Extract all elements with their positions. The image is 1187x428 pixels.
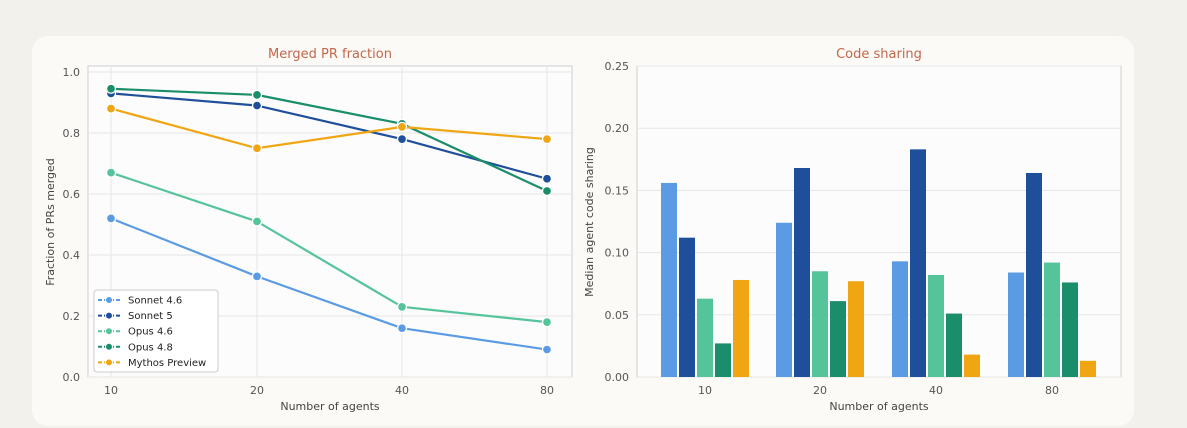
data-point — [541, 173, 553, 184]
data-point — [251, 216, 263, 227]
bar — [679, 237, 695, 377]
series-line — [110, 171, 548, 324]
bar — [715, 343, 731, 377]
line-chart-y-label: Fraction of PRs merged — [44, 158, 57, 286]
line-chart-y-ticks: 0.0 0.2 0.4 0.6 0.8 1.0 — [63, 66, 81, 384]
bar — [1026, 172, 1042, 377]
x-tick-label: 80 — [1045, 384, 1059, 397]
bar — [1044, 262, 1060, 377]
data-point — [251, 143, 263, 154]
line-chart-legend: Sonnet 4.6 Sonnet 5 Opus 4.6 Opus 4.8 Mythos… — [93, 289, 219, 373]
data-point — [541, 316, 553, 328]
bar — [830, 301, 846, 377]
data-point — [251, 100, 263, 111]
bar — [812, 271, 828, 377]
data-point — [105, 167, 117, 178]
legend-swatch-marker — [105, 342, 113, 351]
legend-label: Mythos Preview — [128, 358, 206, 369]
y-tick-label: 0.20 — [605, 122, 630, 135]
data-point — [541, 344, 553, 355]
line-chart: 0.0 0.2 0.4 0.6 0.8 1.0 10 20 40 80 Merged PR fr… — [44, 47, 573, 413]
data-point — [105, 103, 117, 114]
y-tick-label: 0.4 — [63, 249, 81, 262]
line-chart-x-label: Number of agents — [280, 400, 380, 413]
bar — [733, 279, 749, 377]
bar — [964, 354, 980, 377]
x-tick-label: 10 — [104, 384, 118, 397]
data-point — [105, 83, 117, 94]
data-point — [396, 323, 408, 334]
y-tick-label: 0.2 — [63, 310, 81, 323]
bar-chart-y-ticks: 0.00 0.05 0.10 0.15 0.20 0.25 — [605, 60, 630, 384]
bar — [946, 313, 962, 377]
data-point — [251, 271, 263, 282]
y-tick-label: 0.25 — [605, 60, 630, 73]
y-tick-label: 0.6 — [63, 188, 81, 201]
legend-swatch-marker — [105, 327, 113, 336]
bar — [776, 222, 792, 377]
y-tick-label: 0.0 — [63, 371, 81, 384]
legend-box — [93, 289, 219, 373]
y-tick-label: 0.15 — [605, 184, 630, 197]
x-tick-label: 20 — [813, 384, 827, 397]
bar — [697, 298, 713, 377]
data-point — [396, 133, 408, 145]
legend-swatch-marker — [105, 358, 113, 367]
x-tick-label: 10 — [698, 384, 712, 397]
legend-label: Sonnet 5 — [128, 311, 173, 322]
y-tick-label: 0.00 — [605, 371, 630, 384]
bar-chart-bars — [661, 149, 1096, 377]
data-point — [396, 301, 408, 313]
legend-label: Sonnet 4.6 — [128, 296, 182, 307]
data-point — [251, 89, 263, 101]
data-point — [541, 133, 553, 145]
x-tick-label: 20 — [250, 384, 264, 397]
bar-chart-x-ticks: 10 20 40 80 — [698, 384, 1059, 397]
bar-chart-x-label: Number of agents — [829, 400, 929, 413]
bar — [1062, 282, 1078, 377]
series-line — [110, 92, 548, 180]
bar-chart: 0.00 0.05 0.10 0.15 0.20 0.25 10 20 40 80 Code s… — [583, 47, 1122, 413]
data-point — [105, 213, 117, 224]
legend-swatch-marker — [105, 296, 113, 304]
series-line — [110, 87, 548, 192]
bar — [661, 182, 677, 377]
bar — [892, 261, 908, 377]
series-line — [110, 107, 548, 150]
y-tick-label: 0.05 — [605, 309, 630, 322]
bar — [794, 168, 810, 377]
legend-label: Opus 4.6 — [128, 327, 173, 338]
y-tick-label: 0.10 — [605, 247, 630, 260]
bar-chart-y-label: Median agent code sharing — [583, 147, 596, 297]
legend-swatch-marker — [105, 311, 113, 320]
bar — [1080, 360, 1096, 377]
line-chart-x-ticks: 10 20 40 80 — [104, 384, 554, 397]
y-tick-label: 0.8 — [63, 127, 81, 140]
x-tick-label: 40 — [395, 384, 409, 397]
bar — [910, 149, 926, 377]
bar — [928, 274, 944, 377]
line-chart-series — [105, 83, 553, 355]
legend-label: Opus 4.8 — [128, 342, 173, 353]
x-tick-label: 80 — [540, 384, 554, 397]
bar — [1008, 272, 1024, 377]
y-tick-label: 1.0 — [63, 66, 81, 79]
bar — [848, 281, 864, 377]
line-chart-title: Merged PR fraction — [268, 47, 392, 62]
data-point — [396, 121, 408, 133]
series-line — [110, 217, 548, 351]
x-tick-label: 40 — [929, 384, 943, 397]
bar-chart-title: Code sharing — [836, 47, 922, 62]
data-point — [541, 185, 553, 197]
